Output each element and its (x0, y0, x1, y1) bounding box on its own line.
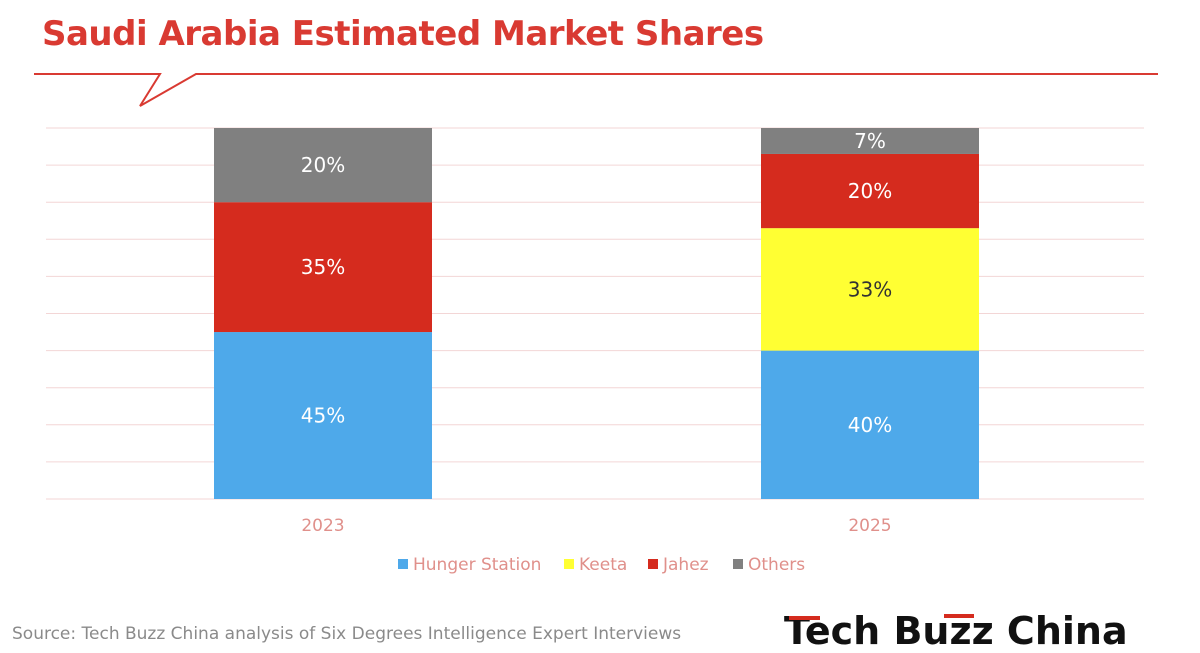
bar-2025-others (761, 128, 979, 154)
grid-lines (46, 127, 1144, 500)
data-label: 45% (301, 404, 345, 428)
bar-2023-others (214, 128, 432, 203)
chart-title: Saudi Arabia Estimated Market Shares (42, 14, 764, 54)
legend-swatch (398, 559, 408, 569)
data-label: 35% (301, 255, 345, 279)
x-tick-label: 2023 (301, 516, 344, 536)
tech-buzz-china-logo: Tech Buzz China (784, 609, 1128, 652)
source-note: Source: Tech Buzz China analysis of Six … (12, 624, 682, 644)
data-label: 33% (848, 277, 892, 301)
legend-label: Others (748, 555, 805, 575)
title-callout-line (34, 73, 1158, 107)
legend-swatch (564, 559, 574, 569)
bar-2025-hunger-station (761, 350, 979, 499)
data-label: 20% (848, 179, 892, 203)
bars: 45% 35% 20% 40% 33% 20% 7% (214, 128, 979, 499)
legend-label: Keeta (579, 555, 627, 575)
bar-2025-keeta (761, 228, 979, 351)
bar-2023-hunger-station (214, 332, 432, 499)
x-axis-ticks: 2023 2025 (301, 516, 891, 536)
legend: Hunger Station Keeta Jahez Others (398, 555, 805, 575)
legend-label: Hunger Station (413, 555, 541, 575)
legend-swatch (733, 559, 743, 569)
data-label: 7% (854, 129, 886, 153)
bar-2025-jahez (761, 153, 979, 229)
legend-swatch (648, 559, 658, 569)
data-label: 20% (301, 153, 345, 177)
data-label: 40% (848, 413, 892, 437)
stacked-bar-chart: 45% 35% 20% 40% 33% 20% 7% 2023 2025 Hunger Sta… (46, 127, 1144, 575)
legend-label: Jahez (662, 555, 709, 575)
bar-2023-jahez (214, 202, 432, 333)
x-tick-label: 2025 (848, 516, 891, 536)
